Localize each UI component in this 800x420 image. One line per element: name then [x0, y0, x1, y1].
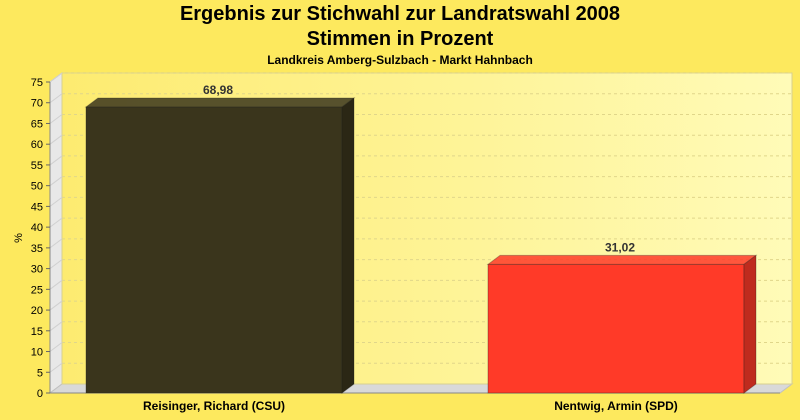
bar-front — [487, 263, 745, 394]
y-tick-label: 15 — [31, 326, 43, 338]
y-tick-label: 30 — [31, 264, 43, 276]
y-tick-label: 10 — [31, 347, 43, 359]
bars: 68,98 31,02 — [84, 83, 758, 394]
bar-side-shade — [744, 255, 756, 393]
y-tick-label: 35 — [31, 243, 43, 255]
x-tick-label: Nentwig, Armin (SPD) — [554, 399, 678, 413]
gridline — [49, 72, 63, 83]
x-axis-labels: Reisinger, Richard (CSU) Nentwig, Armin (… — [143, 399, 678, 413]
y-axis-label: % — [13, 233, 25, 243]
chart-subtitle: Landkreis Amberg-Sulzbach - Markt Hahnba… — [267, 53, 533, 67]
y-tick-label: 65 — [31, 118, 43, 130]
data-label: 31,02 — [605, 240, 635, 254]
gridline — [49, 259, 63, 270]
y-axis-ticks: 0 5 10 15 20 25 30 35 40 45 50 55 60 65 70 75 — [31, 77, 50, 400]
chart-title: Ergebnis zur Stichwahl zur Landratswahl … — [179, 3, 621, 25]
gridline — [49, 134, 63, 145]
y-tick-label: 75 — [31, 77, 43, 89]
gridline — [49, 300, 63, 311]
bar-front — [85, 106, 343, 394]
bar — [84, 96, 356, 394]
plot-left-wall — [49, 72, 63, 394]
y-tick-label: 70 — [31, 98, 43, 110]
gridline — [49, 279, 63, 290]
gridline — [49, 93, 63, 104]
gridline — [49, 321, 63, 332]
x-tick-label: Reisinger, Richard (CSU) — [143, 399, 285, 413]
y-tick-label: 0 — [37, 388, 43, 400]
y-tick-label: 45 — [31, 201, 43, 213]
y-tick-label: 55 — [31, 160, 43, 172]
y-tick-label: 50 — [31, 181, 43, 193]
gridline — [49, 217, 63, 228]
bar — [486, 254, 758, 394]
y-tick-label: 25 — [31, 284, 43, 296]
bar-side-shade — [342, 97, 354, 393]
bar-side — [743, 254, 757, 394]
gridline — [49, 238, 63, 249]
gridline — [49, 114, 63, 124]
gridline — [49, 155, 63, 166]
bar-top — [486, 254, 758, 265]
gridline — [49, 176, 63, 187]
y-tick-label: 40 — [31, 222, 43, 234]
gridline — [49, 362, 63, 373]
y-tick-label: 5 — [37, 367, 43, 379]
data-label: 68,98 — [203, 83, 233, 97]
chart-title-line2: Stimmen in Prozent — [306, 28, 494, 50]
gridline — [49, 342, 63, 352]
y-tick-label: 60 — [31, 139, 43, 151]
y-tick-label: 20 — [31, 305, 43, 317]
bar-side — [341, 96, 355, 394]
gridline — [49, 196, 63, 207]
bar-top — [84, 97, 356, 108]
